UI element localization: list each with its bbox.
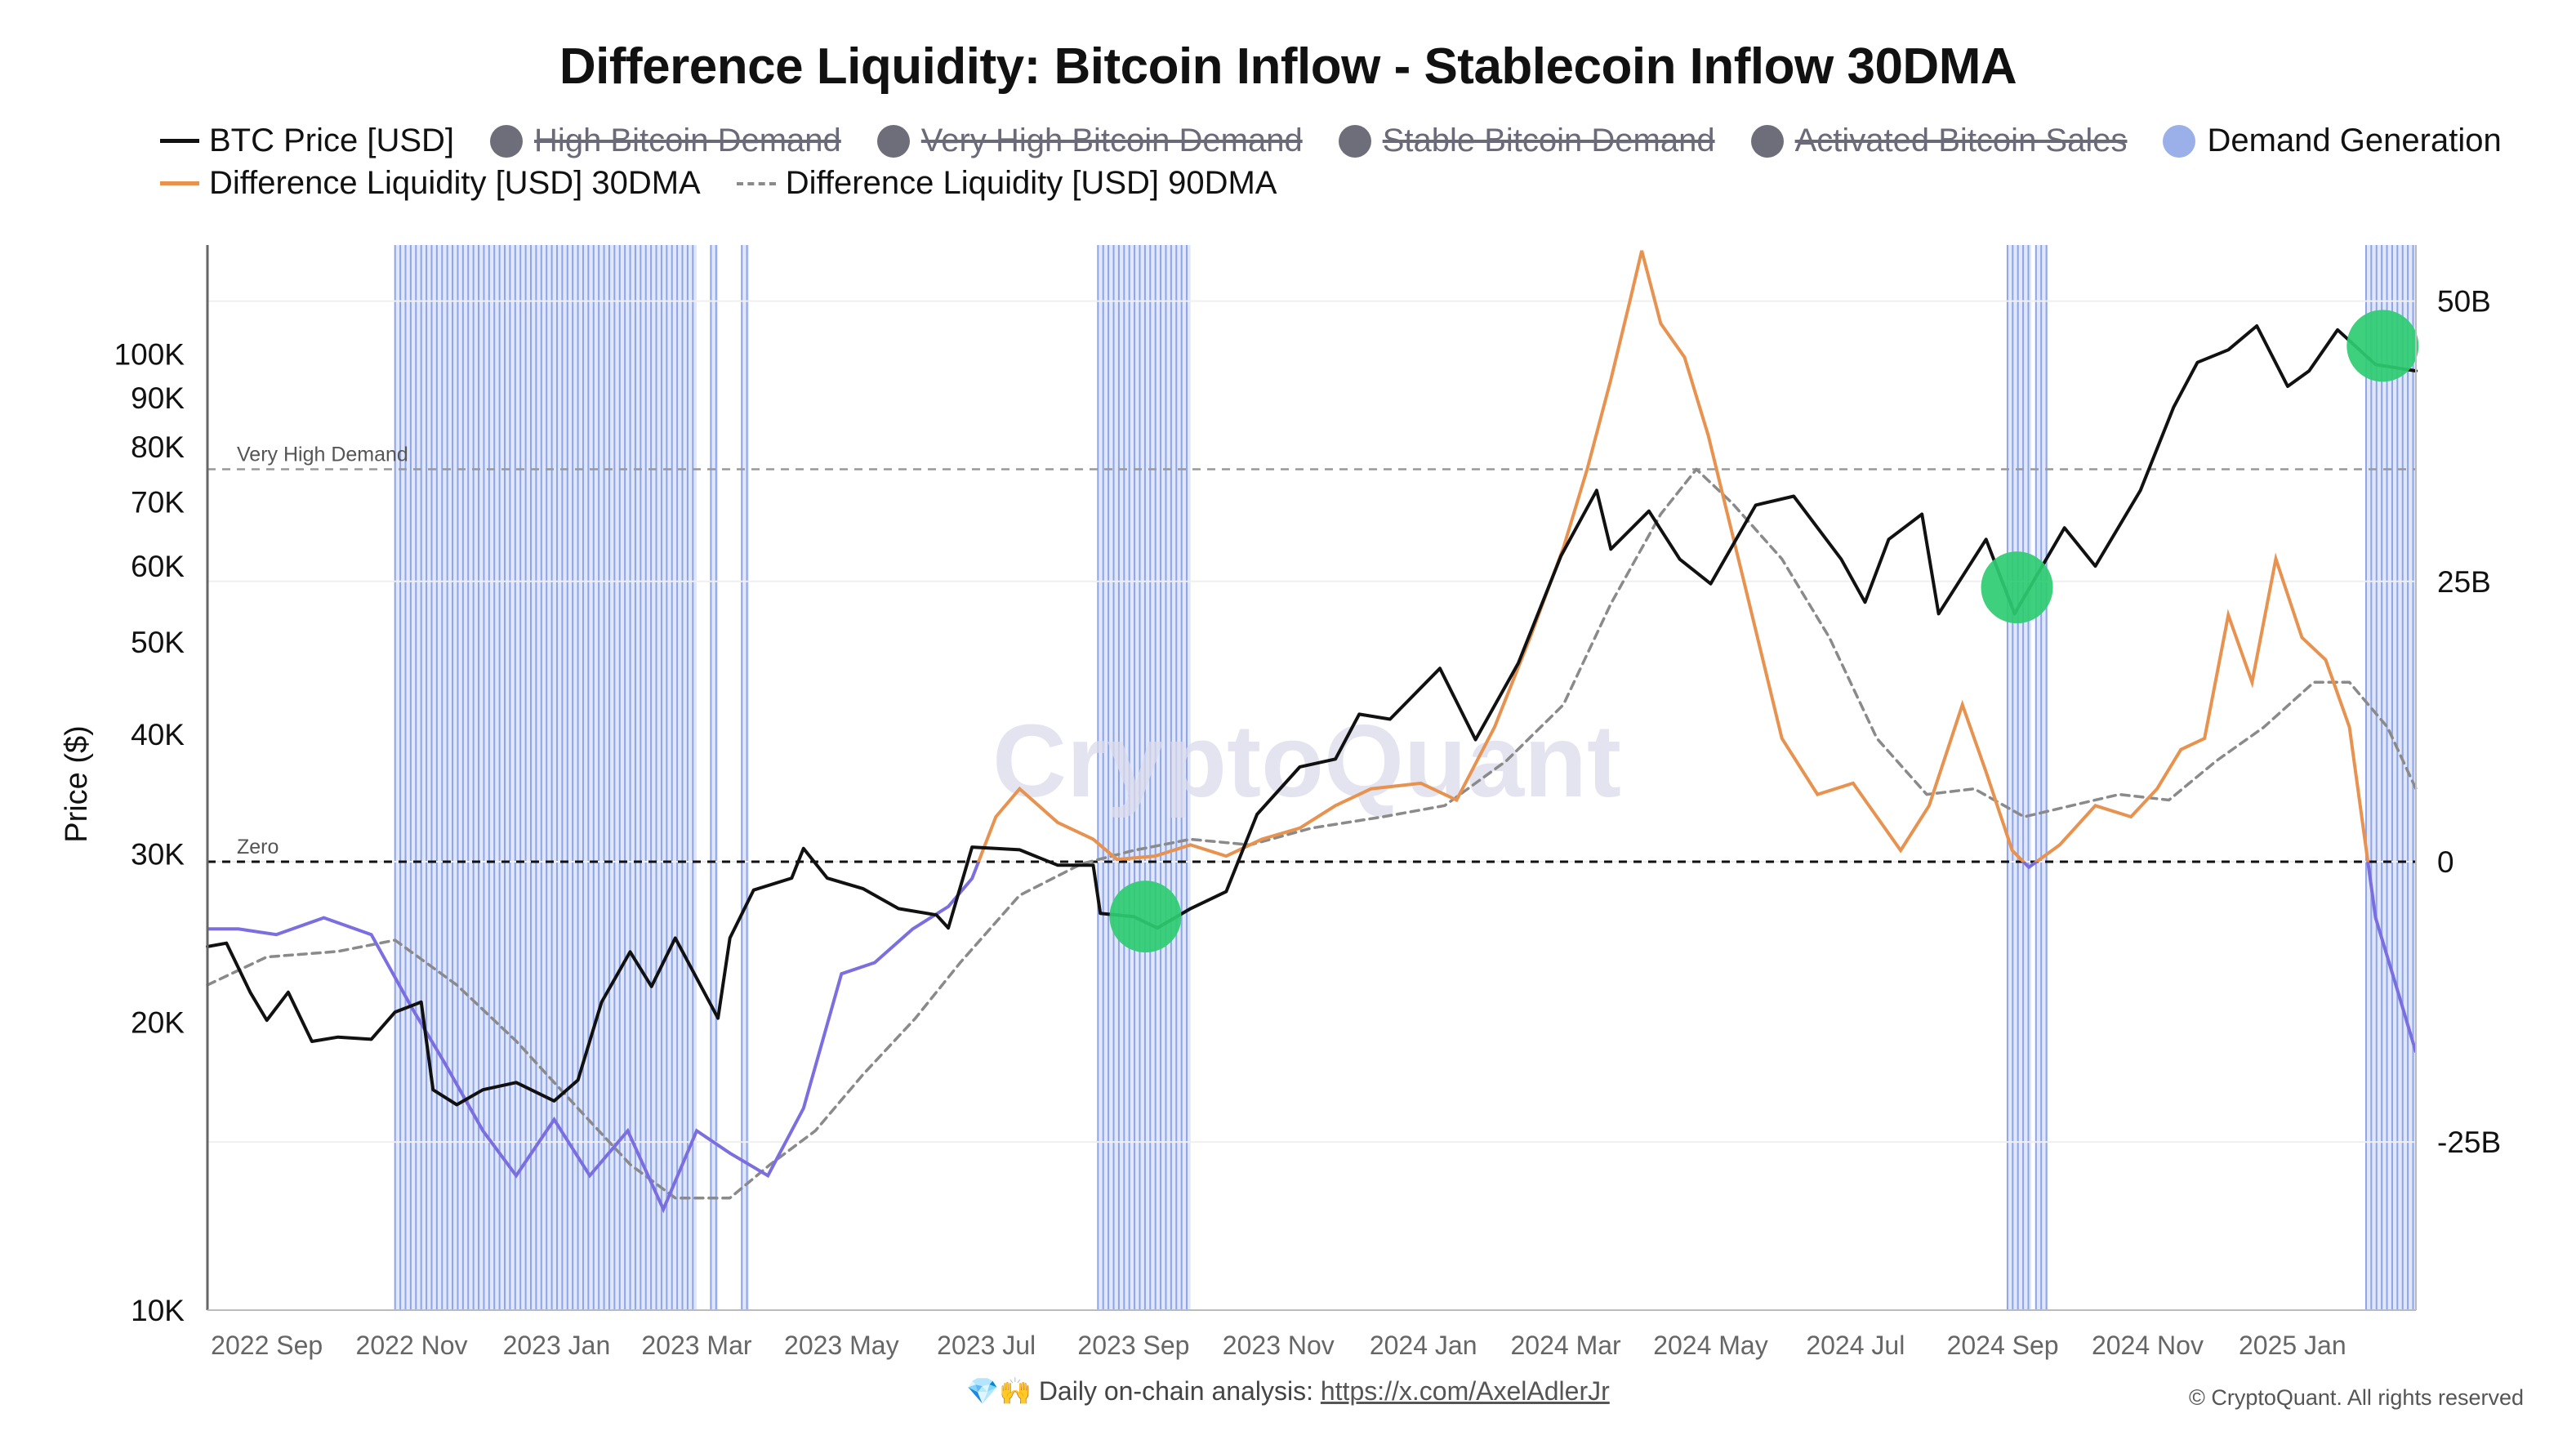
axes: 10K 20K 30K 40K 50K 60K 70K 80K 90K 100K -25B 0 25B 5… xyxy=(114,245,2501,1360)
watermark: CryptoQuant xyxy=(992,703,1621,818)
y-left-tick-label: 70K xyxy=(131,486,185,519)
footer-text: Daily on-chain analysis: xyxy=(1038,1376,1321,1406)
y-right-tick-label: 25B xyxy=(2437,565,2491,599)
y-left-tick-label: 20K xyxy=(131,1006,185,1040)
x-tick-label: 2022 Sep xyxy=(211,1331,323,1360)
demand-generation-band xyxy=(742,245,749,1310)
x-tick-label: 2024 Jul xyxy=(1806,1331,1905,1360)
demand-generation-band xyxy=(711,245,719,1310)
legend-item-stable-demand[interactable]: Stable Bitcoin Demand xyxy=(1338,123,1715,159)
reference-line-label: Very High Demand xyxy=(237,444,408,466)
footer-link[interactable]: https://x.com/AxelAdlerJr xyxy=(1320,1376,1610,1406)
x-tick-label: 2024 Mar xyxy=(1511,1331,1622,1360)
highlight-markers xyxy=(1109,310,2419,953)
legend-label: Demand Generation xyxy=(2207,123,2502,158)
x-tick-label: 2023 Jul xyxy=(937,1331,1036,1360)
legend-item-very-high-demand[interactable]: Very High Bitcoin Demand xyxy=(876,123,1303,159)
y-left-tick-label: 40K xyxy=(131,718,185,751)
x-tick-label: 2025 Jan xyxy=(2239,1331,2346,1360)
footer-note: 💎🙌 Daily on-chain analysis: https://x.co… xyxy=(0,1375,2576,1407)
y-left-tick-label: 10K xyxy=(131,1294,185,1327)
y-left-tick-label: 60K xyxy=(131,550,185,583)
legend-dot-swatch xyxy=(1338,124,1371,158)
y-left-tick-label: 50K xyxy=(131,626,185,659)
x-tick-label: 2022 Nov xyxy=(356,1331,468,1360)
legend-dot-swatch xyxy=(876,124,910,158)
y-right-tick-label: 0 xyxy=(2437,845,2454,879)
legend-item-btc-price[interactable]: BTC Price [USD] xyxy=(160,123,454,159)
series-liquidity-90dma-line xyxy=(206,467,2418,1200)
x-tick-label: 2024 Sep xyxy=(1947,1331,2059,1360)
legend-dot-swatch xyxy=(490,124,524,158)
y-right-tick-label: 50B xyxy=(2437,285,2491,319)
legend-dot-swatch xyxy=(2163,124,2196,158)
footer-emoji: 💎🙌 xyxy=(966,1376,1032,1406)
legend-label: Stable Bitcoin Demand xyxy=(1382,123,1715,158)
y-left-tick-label: 80K xyxy=(131,430,185,464)
x-tick-label: 2024 May xyxy=(1653,1331,1768,1360)
highlight-circle xyxy=(2346,310,2419,382)
legend-label: BTC Price [USD] xyxy=(209,123,455,158)
x-tick-label: 2023 Sep xyxy=(1077,1331,1189,1360)
legend-label: Difference Liquidity [USD] 90DMA xyxy=(785,165,1277,201)
copyright: © CryptoQuant. All rights reserved xyxy=(2188,1385,2524,1410)
highlight-circle xyxy=(1109,881,1182,953)
x-tick-label: 2023 May xyxy=(784,1331,899,1360)
x-tick-label: 2023 Jan xyxy=(503,1331,611,1360)
legend-item-activated-sales[interactable]: Activated Bitcoin Sales xyxy=(1750,123,2128,159)
series-liquidity-30dma-negative-line xyxy=(207,861,2416,1214)
legend-item-demand-generation[interactable]: Demand Generation xyxy=(2163,123,2502,159)
legend-item-high-demand[interactable]: High Bitcoin Demand xyxy=(490,123,841,159)
y-axis-label: Price ($) xyxy=(60,725,94,843)
legend-item-liquidity-30dma[interactable]: Difference Liquidity [USD] 30DMA xyxy=(160,165,701,202)
y-right-tick-label: -25B xyxy=(2437,1126,2501,1159)
legend-label: Activated Bitcoin Sales xyxy=(1794,123,2128,158)
x-tick-label: 2023 Mar xyxy=(641,1331,752,1360)
x-tick-label: 2024 Jan xyxy=(1370,1331,1477,1360)
legend-line-swatch xyxy=(736,181,776,185)
legend-row-2: Difference Liquidity [USD] 30DMA Differe… xyxy=(160,165,1313,202)
x-tick-label: 2024 Nov xyxy=(2092,1331,2204,1360)
highlight-circle xyxy=(1981,551,2053,624)
legend-label: High Bitcoin Demand xyxy=(534,123,841,158)
x-tick-label: 2023 Nov xyxy=(1223,1331,1335,1360)
reference-line-label: Zero xyxy=(237,836,279,858)
reference-lines: Very High Demand Zero xyxy=(207,444,2416,863)
legend-label: Difference Liquidity [USD] 30DMA xyxy=(209,165,701,201)
legend-dot-swatch xyxy=(1750,124,1784,158)
legend-item-liquidity-90dma[interactable]: Difference Liquidity [USD] 90DMA xyxy=(736,165,1277,202)
legend-line-swatch xyxy=(160,139,199,143)
y-left-tick-label: 90K xyxy=(131,381,185,415)
demand-generation-band xyxy=(2007,245,2031,1310)
y-left-tick-label: 30K xyxy=(131,837,185,871)
series-liquidity-30dma-line xyxy=(976,250,2370,862)
legend-row-1: BTC Price [USD] High Bitcoin Demand Very… xyxy=(160,123,2538,159)
chart-title: Difference Liquidity: Bitcoin Inflow - S… xyxy=(559,38,2017,95)
legend-label: Very High Bitcoin Demand xyxy=(920,123,1303,158)
legend-line-swatch xyxy=(160,181,199,185)
y-left-tick-label: 100K xyxy=(114,337,185,371)
